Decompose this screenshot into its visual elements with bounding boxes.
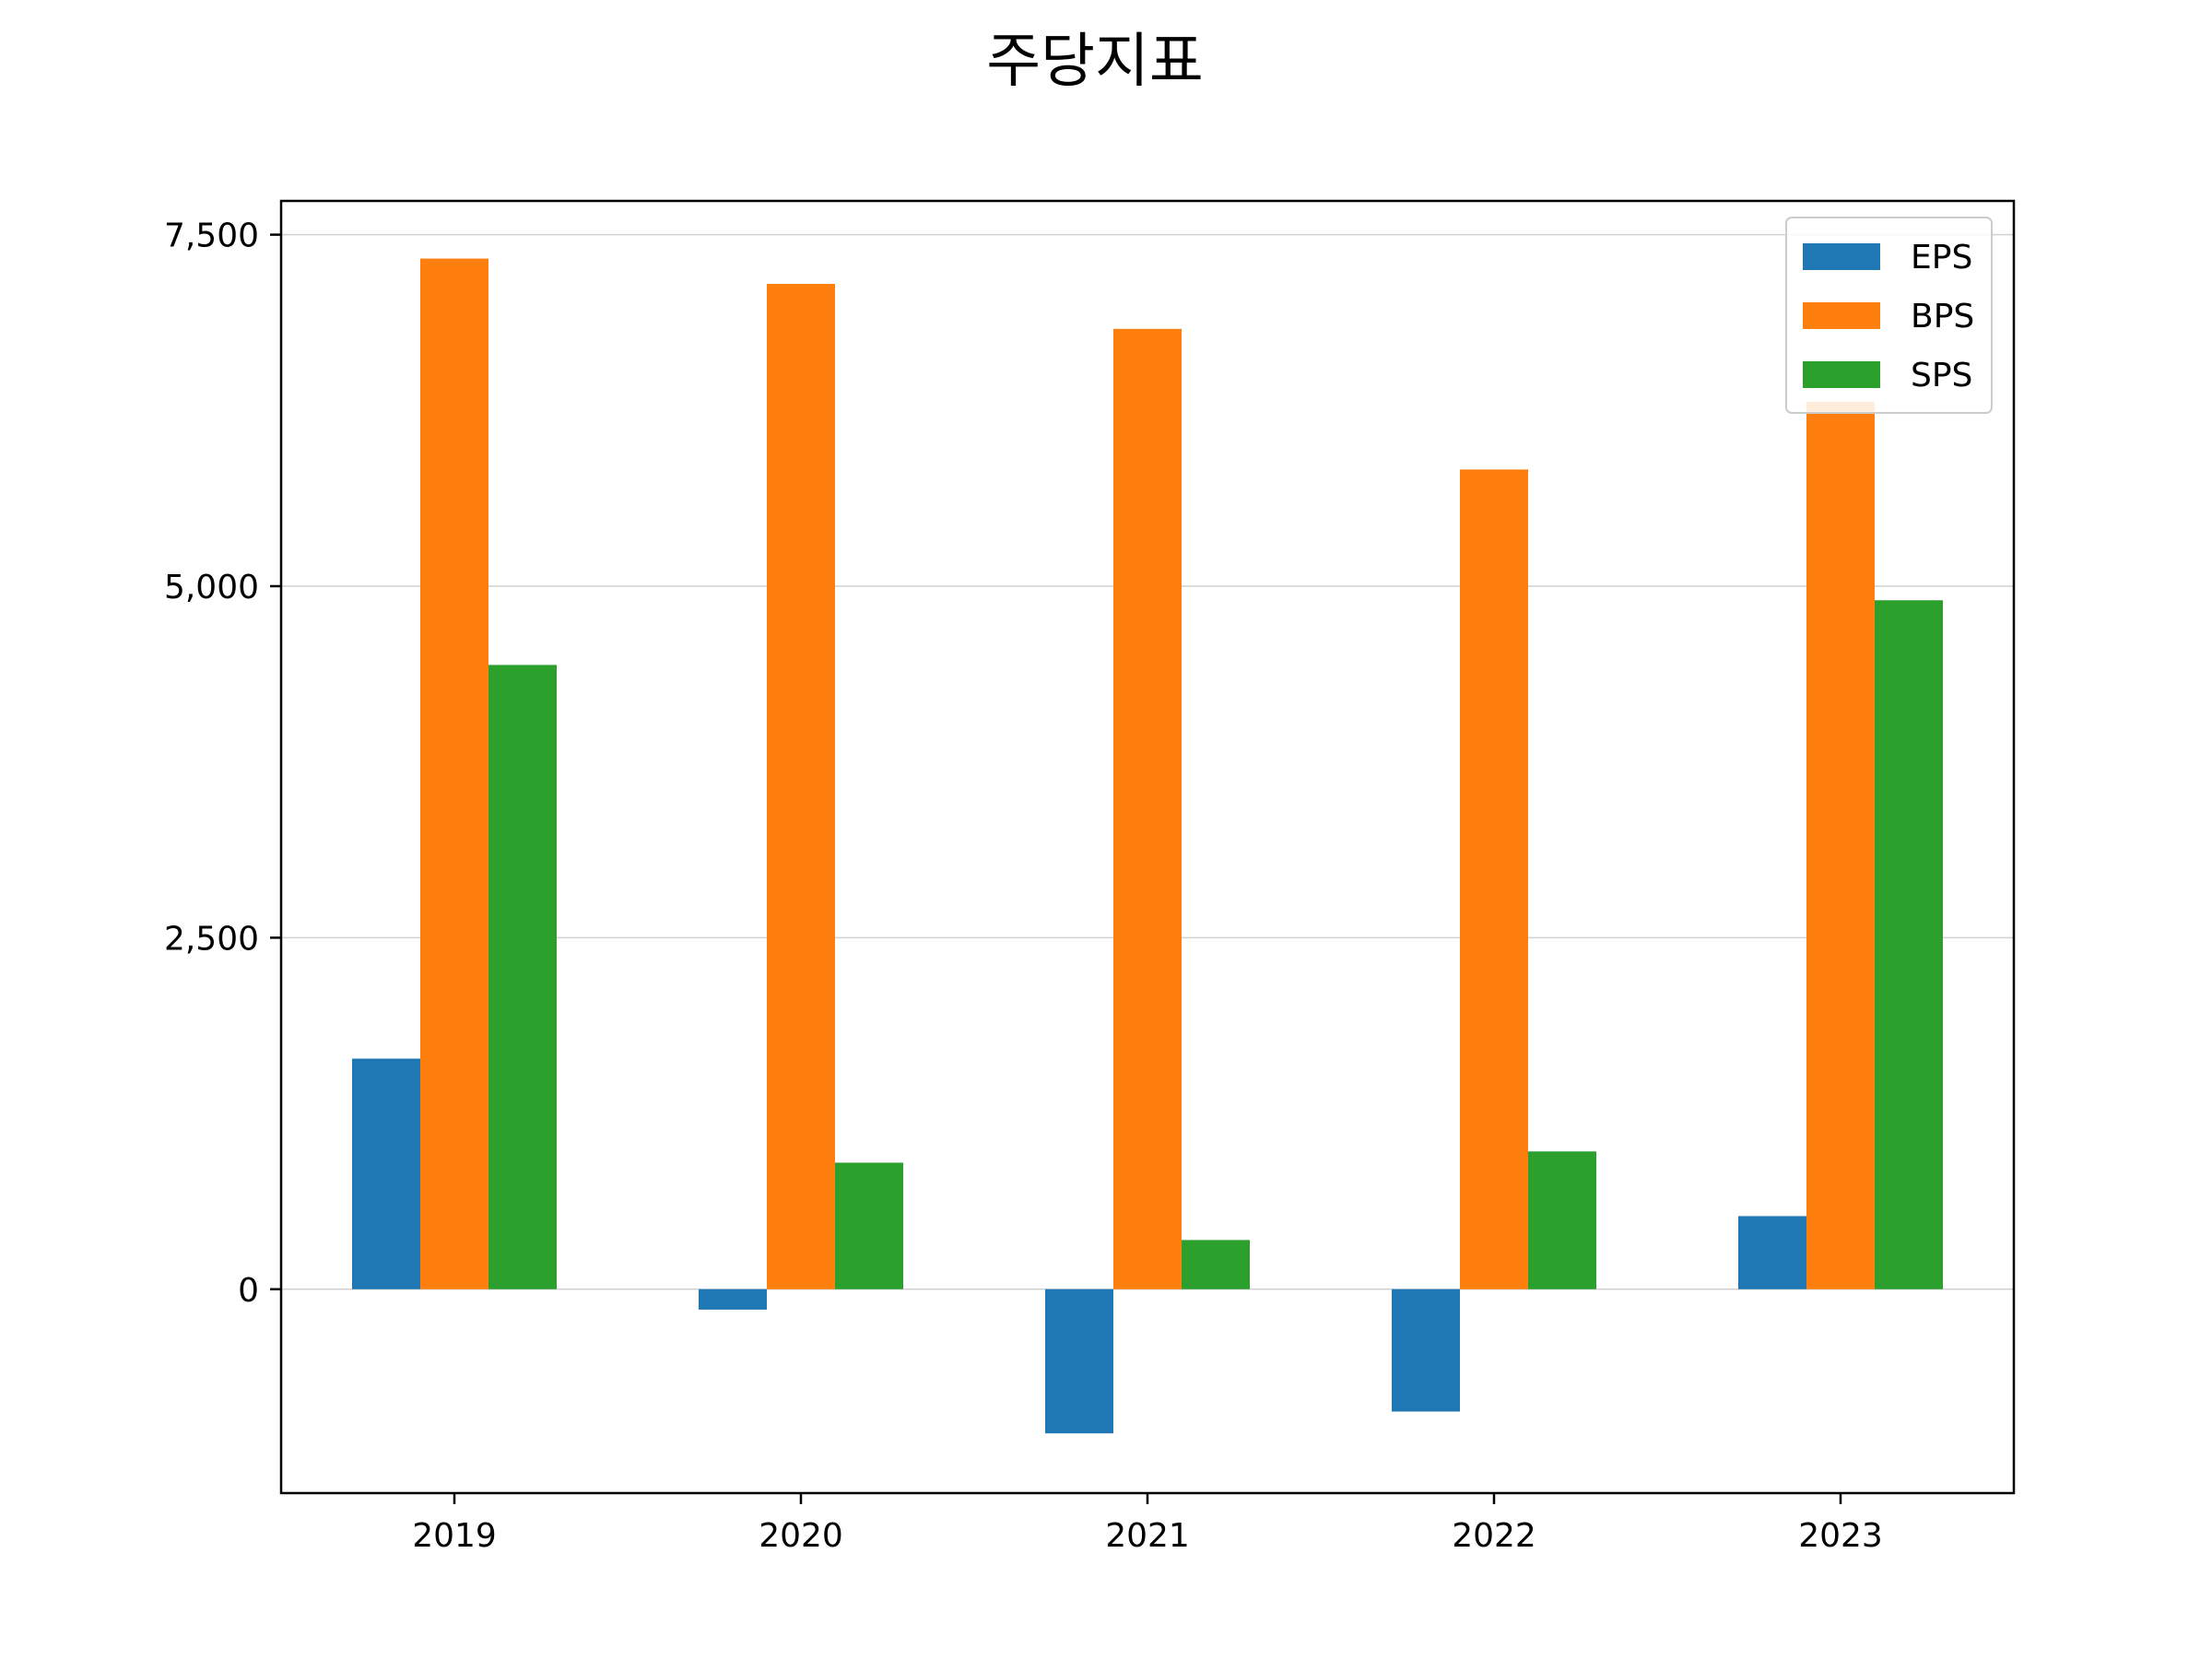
bar-eps-2023	[1738, 1216, 1806, 1289]
bar-eps-2021	[1045, 1288, 1113, 1434]
y-tick-label: 2,500	[164, 920, 259, 958]
legend-label-eps: EPS	[1911, 239, 1972, 276]
y-tick-label: 7,500	[164, 218, 259, 255]
x-tick-label: 2023	[1798, 1517, 1883, 1555]
x-tick-label: 2020	[759, 1517, 843, 1555]
bar-sps-2021	[1182, 1240, 1250, 1289]
bars	[352, 258, 1943, 1434]
y-tick-label: 0	[238, 1272, 259, 1310]
legend-swatch-bps	[1803, 302, 1880, 329]
legend: EPS BPS SPS	[1785, 217, 1993, 414]
x-tick-label: 2022	[1452, 1517, 1536, 1555]
bar-eps-2020	[699, 1288, 767, 1310]
bar-eps-2019	[352, 1058, 420, 1289]
axes: 0 2,500 5,000 7,500 2019 2020 2021 2022 2023	[164, 218, 1883, 1555]
y-tick-label: 5,000	[164, 569, 259, 606]
bar-bps-2022	[1460, 469, 1528, 1289]
bar-sps-2020	[835, 1162, 903, 1289]
x-tick-label: 2021	[1105, 1517, 1190, 1555]
bar-sps-2019	[488, 665, 557, 1289]
x-tick-label: 2019	[412, 1517, 497, 1555]
bar-bps-2023	[1806, 402, 1875, 1289]
legend-label-bps: BPS	[1911, 298, 1974, 335]
bar-bps-2021	[1113, 328, 1182, 1289]
legend-swatch-sps	[1803, 361, 1880, 388]
bar-eps-2022	[1392, 1288, 1460, 1412]
bar-bps-2020	[767, 284, 835, 1289]
bar-sps-2022	[1528, 1151, 1596, 1289]
bar-bps-2019	[420, 258, 488, 1289]
legend-label-sps: SPS	[1911, 357, 1972, 394]
chart-title: 주당지표	[986, 28, 1204, 96]
legend-swatch-eps	[1803, 243, 1880, 270]
bar-sps-2023	[1875, 600, 1943, 1289]
